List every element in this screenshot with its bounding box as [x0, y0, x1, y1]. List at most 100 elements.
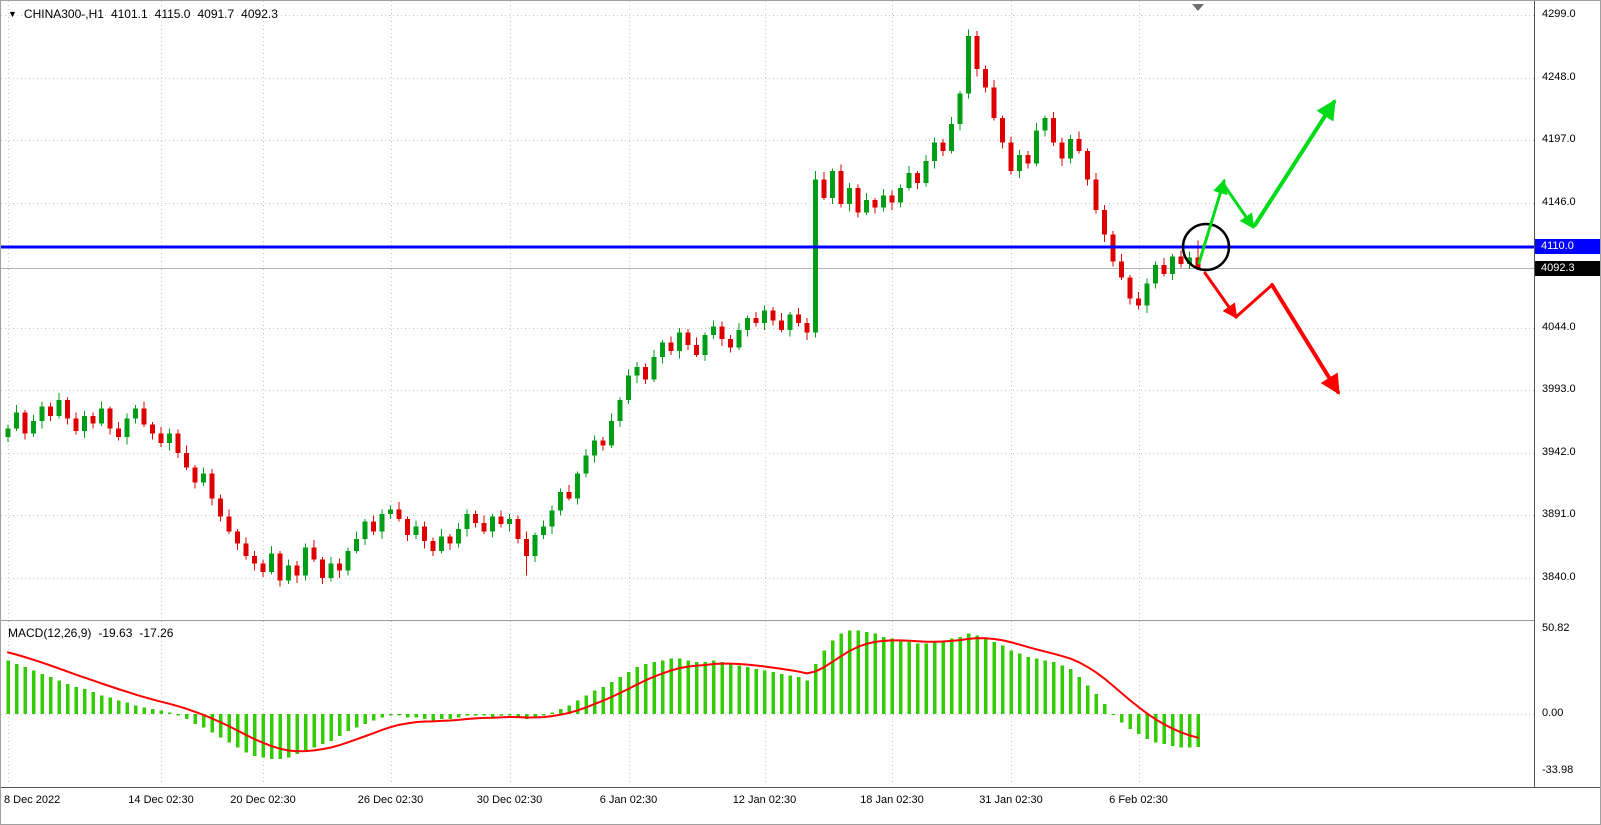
- candle: [796, 308, 801, 327]
- candle: [311, 539, 317, 563]
- candle: [983, 65, 988, 93]
- candle: [1187, 251, 1192, 269]
- ohlc-high-value: 4115.0: [154, 7, 191, 21]
- candle: [218, 494, 223, 522]
- candle: [320, 557, 325, 585]
- price-axis-label: 4248.0: [1542, 70, 1576, 83]
- candle: [294, 560, 300, 583]
- candle: [685, 329, 691, 350]
- candle: [813, 170, 818, 338]
- bid-price-tag: 4092.3: [1535, 260, 1600, 276]
- bearish-scenario-arrows[interactable]: [1203, 271, 1340, 395]
- candle: [447, 533, 453, 550]
- candle: [898, 184, 903, 208]
- candle: [1034, 122, 1039, 166]
- candle: [736, 322, 742, 350]
- candle: [65, 397, 70, 425]
- chart-shift-marker[interactable]: [1192, 4, 1204, 11]
- candle: [260, 559, 266, 577]
- price-axis-label: 4146.0: [1542, 195, 1576, 208]
- candle: [719, 321, 725, 347]
- time-axis-label: 18 Jan 02:30: [860, 794, 924, 806]
- candle: [906, 165, 912, 191]
- candle: [498, 510, 504, 528]
- candle: [549, 505, 555, 534]
- candle: [1068, 135, 1073, 164]
- time-axis[interactable]: 8 Dec 2022 14 Dec 02:30 20 Dec 02:30 26 Dec…: [1, 787, 1600, 824]
- candle: [855, 184, 861, 218]
- price-axis-label: 3891.0: [1542, 508, 1576, 521]
- candle: [252, 551, 257, 571]
- candle: [184, 445, 189, 471]
- candle: [804, 317, 810, 341]
- candle: [345, 547, 351, 576]
- candle: [269, 546, 274, 575]
- time-axis-label: 20 Dec 02:30: [230, 794, 296, 806]
- ohlc-close-value: 4092.3: [241, 7, 278, 21]
- candle: [14, 405, 19, 431]
- candle: [192, 465, 198, 489]
- candle: [99, 401, 104, 426]
- price-axis[interactable]: 4110.0 4092.3 4299.0 4248.0 4197.0 4146.0 40…: [1534, 1, 1600, 787]
- candle: [923, 154, 929, 187]
- candle: [711, 320, 716, 339]
- candle: [515, 515, 521, 544]
- candle: [277, 551, 283, 587]
- candle: [677, 327, 682, 359]
- candle: [1000, 115, 1005, 149]
- candle: [201, 467, 206, 487]
- candle: [872, 197, 878, 214]
- candle: [634, 362, 640, 383]
- candle: [464, 509, 470, 537]
- candle: [728, 335, 733, 353]
- candle: [1170, 254, 1175, 280]
- symbol-dropdown-icon[interactable]: ▼: [8, 8, 17, 19]
- candle: [949, 116, 954, 154]
- candle: [991, 80, 997, 121]
- candle: [430, 537, 436, 556]
- candle: [753, 311, 759, 327]
- candle: [90, 412, 96, 429]
- candle: [881, 189, 886, 212]
- candle: [388, 505, 393, 520]
- candle: [694, 337, 699, 358]
- candle: [328, 557, 334, 582]
- candle: [1178, 250, 1184, 268]
- candle: [456, 522, 461, 548]
- macd-signal-value: -17.26: [139, 626, 174, 640]
- candle: [524, 531, 529, 576]
- candle: [48, 402, 53, 422]
- candle: [167, 428, 172, 451]
- candle: [643, 363, 648, 385]
- candle: [940, 138, 946, 157]
- time-axis-label: 12 Jan 02:30: [732, 794, 797, 806]
- candle: [830, 168, 835, 204]
- analysis-circle[interactable]: [1181, 222, 1231, 272]
- candle: [56, 392, 62, 419]
- candle: [974, 30, 980, 77]
- candle: [158, 427, 164, 447]
- macd-axis-label: 50.82: [1542, 621, 1570, 634]
- candle: [1119, 254, 1124, 280]
- price-axis-label: 4197.0: [1542, 133, 1576, 146]
- candle: [558, 488, 563, 516]
- chart-canvas[interactable]: [1, 1, 1534, 787]
- bullish-scenario-arrows[interactable]: [1197, 99, 1336, 265]
- candle: [1110, 230, 1116, 267]
- candle: [1161, 257, 1167, 277]
- candle: [966, 29, 971, 99]
- candle: [422, 521, 427, 549]
- candle: [864, 192, 869, 215]
- candle: [31, 414, 36, 437]
- candle: [107, 406, 113, 435]
- candle: [1136, 292, 1141, 310]
- price-axis-label: 3942.0: [1542, 445, 1576, 458]
- candle: [957, 91, 963, 131]
- candle: [1195, 240, 1201, 270]
- macd-axis-label: -33.98: [1542, 763, 1574, 776]
- candle: [235, 528, 240, 550]
- candle: [1059, 137, 1065, 166]
- candle: [141, 401, 147, 428]
- macd-name-label: MACD(12,26,9): [8, 626, 92, 640]
- candle: [915, 170, 920, 190]
